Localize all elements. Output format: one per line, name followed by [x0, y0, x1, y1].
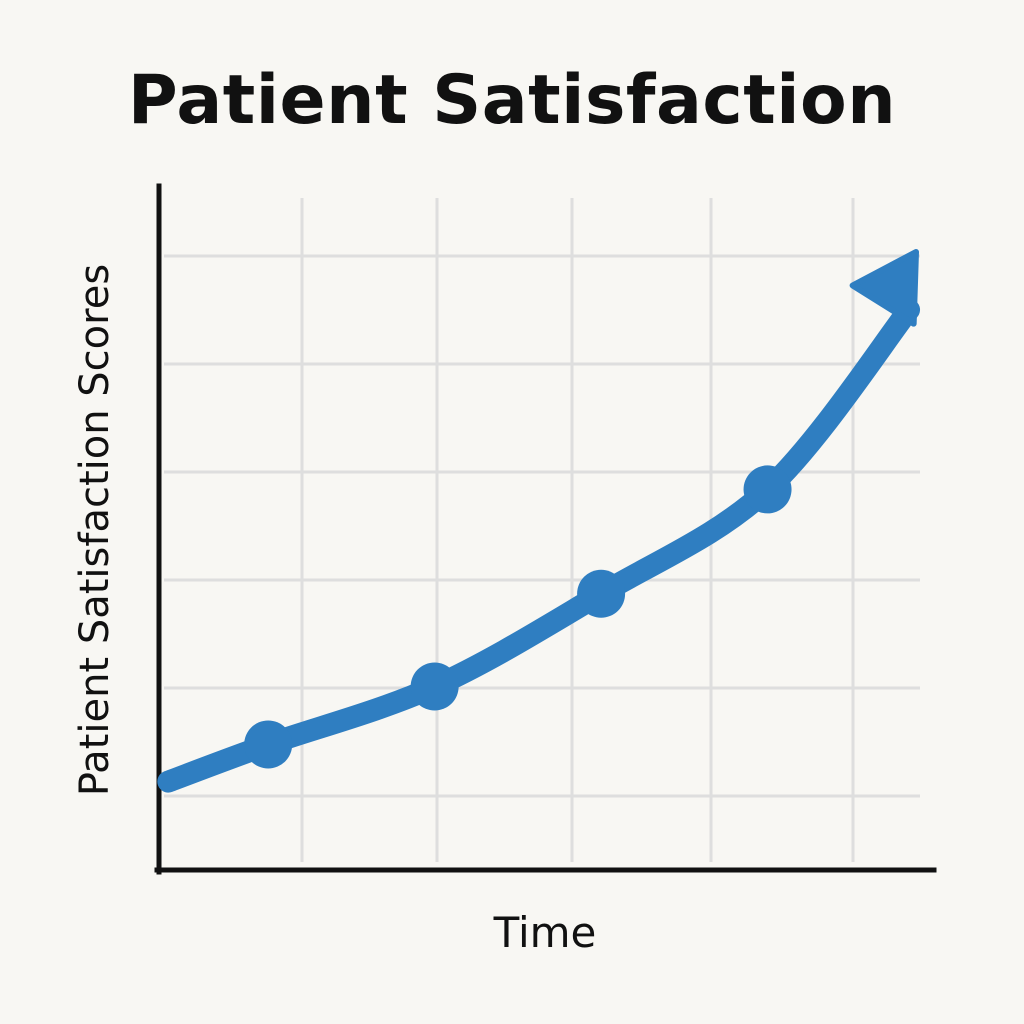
axes [154, 183, 937, 875]
series-layer [157, 249, 921, 793]
series-arrowhead [849, 249, 919, 327]
data-point [743, 465, 792, 514]
data-point [577, 569, 626, 618]
chart-title: Patient Satisfaction [127, 61, 897, 140]
data-point [410, 662, 459, 711]
data-point [244, 720, 293, 769]
x-axis-label: Time [493, 908, 597, 957]
series-line [157, 298, 921, 793]
